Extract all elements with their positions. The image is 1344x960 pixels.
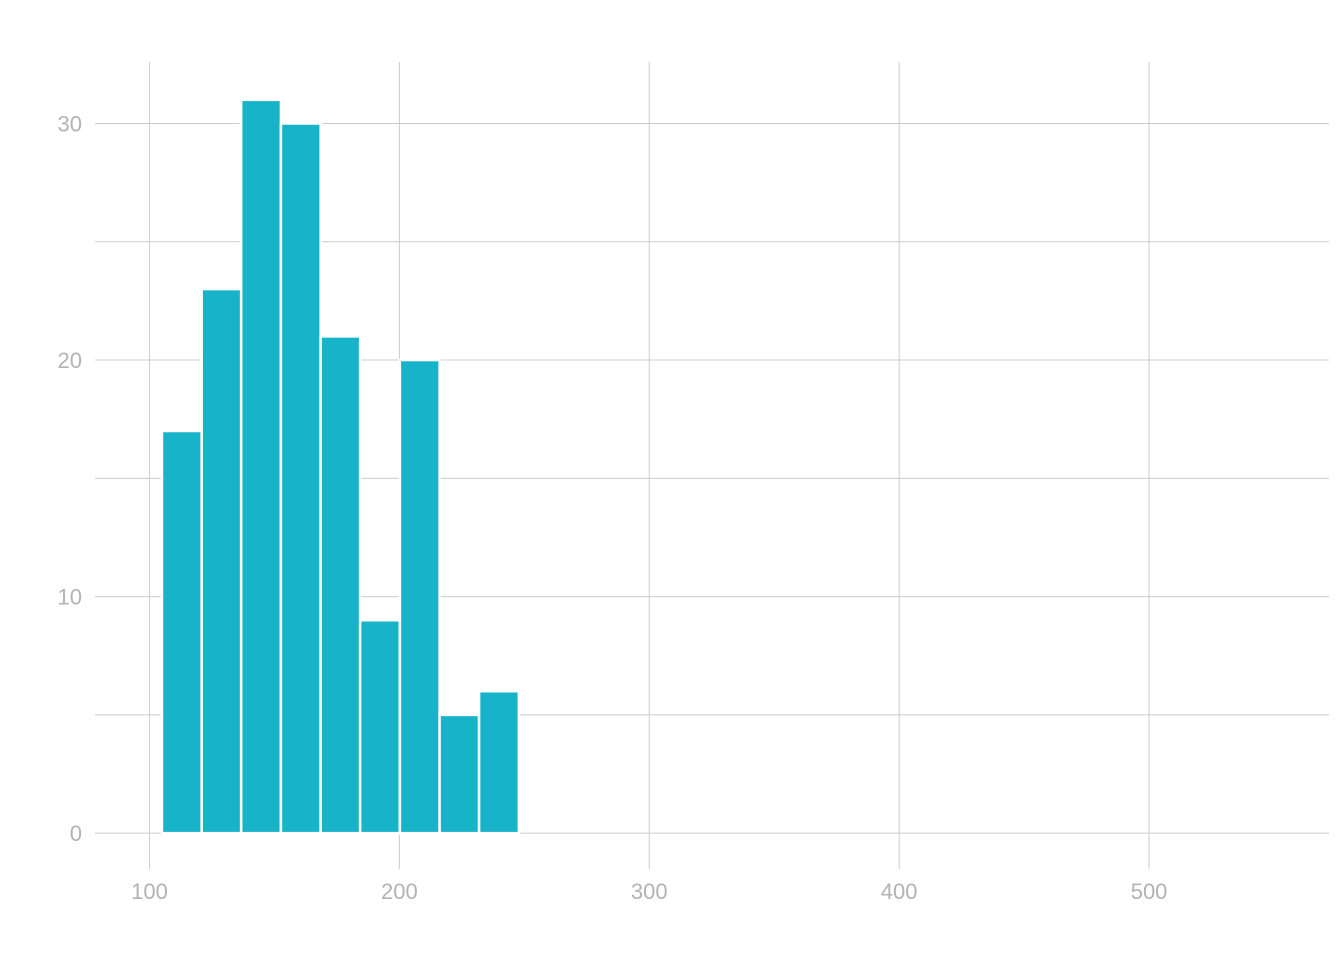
histogram-bar <box>279 122 322 835</box>
y-tick-label: 30 <box>58 112 82 137</box>
histogram-bar <box>239 98 283 835</box>
histogram-bar <box>398 358 441 835</box>
x-tick-label: 400 <box>881 879 918 904</box>
histogram-bar <box>358 619 402 835</box>
y-axis-tick-labels: 0 10 20 30 <box>58 112 82 847</box>
histogram-bar <box>477 689 521 835</box>
y-tick-label: 20 <box>58 348 82 373</box>
y-tick-label: 0 <box>70 821 82 846</box>
x-tick-label: 100 <box>131 879 168 904</box>
histogram-bars <box>160 98 521 835</box>
histogram-bar <box>200 287 243 835</box>
y-tick-label: 10 <box>58 585 82 610</box>
x-tick-label: 200 <box>381 879 418 904</box>
histogram-bar <box>160 429 203 835</box>
x-axis-tick-labels: 100 200 300 400 500 <box>131 879 1167 904</box>
histogram-bar <box>319 335 362 835</box>
x-tick-label: 300 <box>631 879 668 904</box>
histogram-bar <box>438 713 481 835</box>
x-tick-label: 500 <box>1131 879 1168 904</box>
